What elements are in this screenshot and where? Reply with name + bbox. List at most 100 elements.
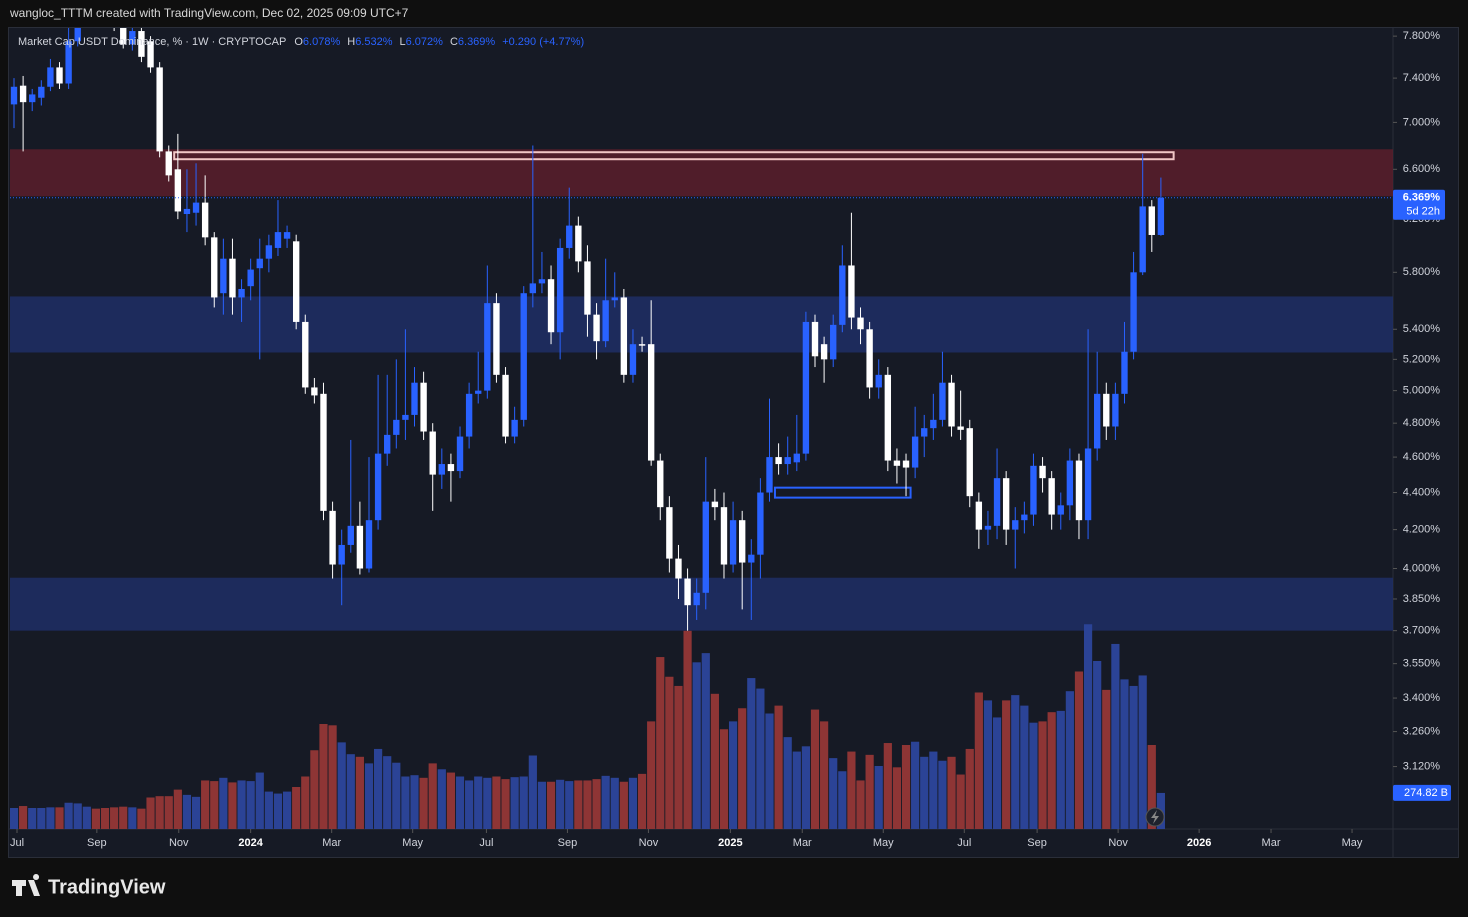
volume-bar (1065, 691, 1074, 829)
volume-bar (28, 808, 37, 829)
candle-body (156, 67, 163, 152)
candle-body (420, 382, 427, 432)
volume-bar (1074, 671, 1084, 829)
volume-bar (465, 780, 474, 829)
volume-bar (874, 766, 883, 829)
last-price-box (1393, 189, 1445, 220)
candle-body (538, 279, 546, 284)
x-tick-label: Mar (322, 837, 341, 849)
volume-bar (892, 767, 902, 829)
volume-bar (401, 776, 410, 829)
x-tick-label: May (1342, 837, 1363, 849)
candle-body (229, 258, 236, 298)
volume-bar (510, 777, 519, 829)
volume-bar (455, 776, 465, 829)
volume-bar (1011, 695, 1020, 829)
volume-bar (983, 700, 993, 829)
legend-value: 6.072% (406, 36, 444, 48)
candle-body (1048, 478, 1055, 515)
y-tick-label: 4.400% (1403, 486, 1441, 498)
volume-bar (710, 693, 719, 829)
volume-bar (1129, 685, 1138, 829)
volume-bar (838, 771, 847, 829)
volume-bar (911, 741, 920, 829)
volume-bar (801, 746, 810, 829)
volume-bar (1102, 689, 1111, 829)
legend-value: 6.532% (355, 36, 393, 48)
x-tick-label: Jul (10, 837, 24, 849)
candle-body (556, 247, 564, 333)
candle-body (711, 501, 719, 508)
volume-bar (929, 751, 938, 829)
volume-bar (91, 808, 101, 829)
y-tick-label: 5.400% (1403, 323, 1441, 335)
volume-bar (592, 779, 601, 829)
candle-body (74, 28, 81, 42)
candle-body (1012, 520, 1019, 530)
volume-bar (228, 782, 237, 829)
candle-body (1066, 460, 1074, 506)
candle-body (183, 208, 191, 215)
zone (10, 149, 1393, 197)
candle-body (1084, 448, 1092, 521)
candle-body (220, 258, 227, 294)
volume-bar (173, 789, 182, 829)
candle-body (274, 232, 282, 248)
volume-bar (920, 756, 929, 829)
candle-body (748, 554, 755, 563)
candle-body (265, 245, 273, 259)
zone (10, 577, 1393, 631)
candle-body (1139, 206, 1146, 273)
volume-bar (146, 797, 155, 829)
candle-body (930, 419, 937, 429)
volume-bar (728, 721, 738, 829)
legend-key: H (347, 36, 355, 48)
candle-body (620, 297, 628, 375)
volume-bar (901, 745, 911, 829)
volume-bar (701, 653, 710, 829)
volume-bar (64, 802, 73, 829)
volume-bar (546, 781, 556, 829)
drawn-box (773, 486, 912, 499)
x-tick-label: May (402, 837, 423, 849)
candle-body (10, 86, 18, 105)
candle-body (575, 225, 582, 262)
volume-bar (182, 794, 192, 829)
volume-bar (446, 772, 456, 829)
x-tick-label: Mar (793, 837, 812, 849)
candle-body (484, 303, 491, 391)
candle-body (493, 303, 500, 375)
volume-bar (100, 808, 110, 829)
volume-bar (128, 807, 137, 829)
x-tick-label: 2026 (1187, 837, 1211, 849)
y-tick-label: 3.700% (1403, 625, 1441, 637)
volume-bar (1147, 745, 1156, 829)
candle-body (456, 436, 464, 472)
candle-body (29, 94, 36, 103)
candle-body (292, 241, 300, 322)
legend-value: 6.078% (303, 36, 341, 48)
candle-body (793, 453, 800, 463)
volume-bar (383, 756, 392, 829)
candle-body (566, 225, 573, 248)
y-tick-label: 3.120% (1403, 760, 1441, 772)
y-tick-label: 7.800% (1403, 30, 1441, 42)
volume-bar (82, 806, 91, 829)
volume-bar (883, 743, 892, 829)
candle-body (511, 419, 518, 437)
candle-body (875, 374, 882, 388)
candle-body (65, 41, 72, 84)
y-tick-label: 5.000% (1403, 385, 1441, 397)
candle-body (56, 67, 63, 84)
volume-bar (537, 781, 547, 829)
candle-body (247, 269, 254, 287)
volume-bar (528, 755, 537, 829)
x-tick-label: Jul (479, 837, 493, 849)
candle-body (329, 510, 336, 565)
y-tick-label: 4.800% (1403, 417, 1441, 429)
volume-bar (1047, 712, 1056, 829)
volume-bar (847, 751, 856, 829)
candle-body (374, 453, 382, 521)
countdown: 5d 22h (1406, 206, 1440, 218)
chart-title: Market Cap USDT Dominance, % · 1W · CRYP… (18, 36, 286, 48)
